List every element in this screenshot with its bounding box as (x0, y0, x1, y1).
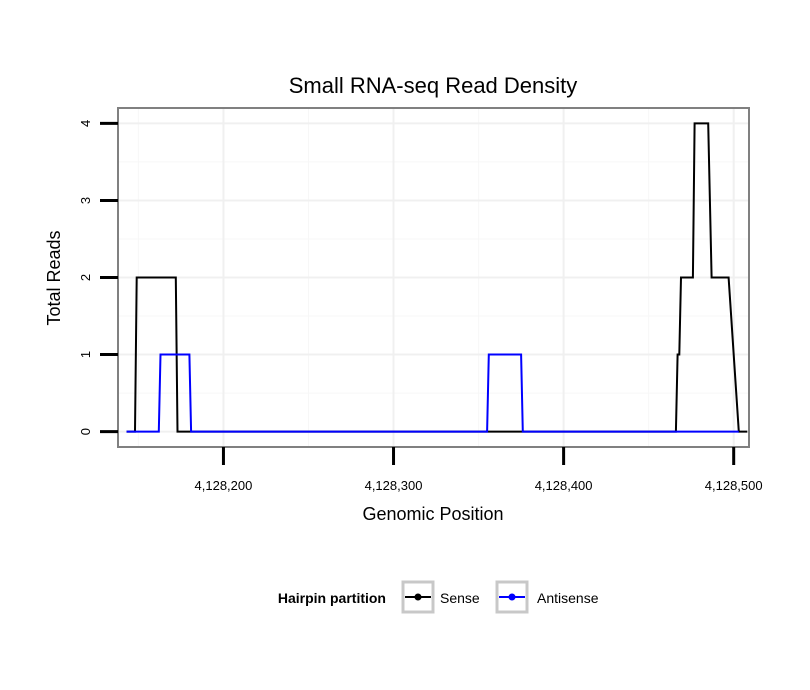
chart-title: Small RNA-seq Read Density (289, 73, 578, 98)
y-tick-label-2: 2 (78, 274, 93, 281)
y-axis-title: Total Reads (44, 230, 64, 325)
y-tick-label-0: 0 (78, 428, 93, 435)
legend-label-antisense: Antisense (537, 590, 599, 606)
x-tick-label-0: 4,128,200 (195, 478, 253, 493)
legend: Hairpin partition Sense Antisense (278, 580, 599, 614)
series-lines (126, 122, 748, 433)
x-tick-label-1: 4,128,300 (365, 478, 423, 493)
series-line-sense (126, 122, 748, 433)
y-axis: 0 1 2 3 4 (78, 120, 118, 435)
legend-item-sense: Sense (401, 580, 480, 614)
x-axis: 4,128,200 4,128,300 4,128,400 4,128,500 (195, 447, 763, 493)
legend-point-antisense (508, 593, 516, 601)
legend-title: Hairpin partition (278, 590, 386, 606)
y-tick-label-1: 1 (78, 351, 93, 358)
y-tick-label-4: 4 (78, 120, 93, 127)
legend-label-sense: Sense (440, 590, 480, 606)
x-tick-label-2: 4,128,400 (535, 478, 593, 493)
legend-item-antisense: Antisense (495, 580, 599, 614)
series-line-antisense (126, 353, 739, 433)
grid (118, 108, 749, 447)
legend-point-sense (414, 593, 422, 601)
x-tick-label-3: 4,128,500 (705, 478, 763, 493)
x-axis-title: Genomic Position (362, 504, 503, 524)
y-tick-label-3: 3 (78, 197, 93, 204)
